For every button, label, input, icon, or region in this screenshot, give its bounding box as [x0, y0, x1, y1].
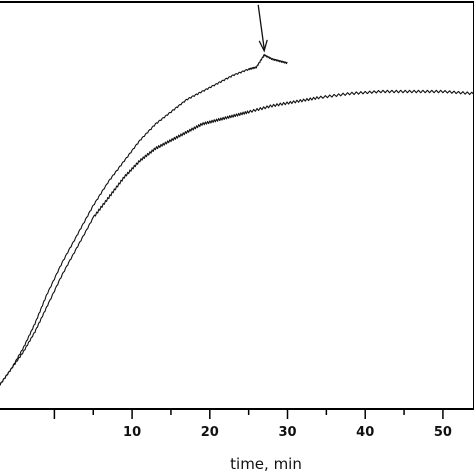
annotations: [257, 4, 268, 53]
series-line: [0, 89, 474, 386]
x-tick-label: 10: [123, 425, 141, 440]
x-tick-label: 20: [201, 425, 219, 440]
x-axis-title: time, min: [230, 455, 302, 473]
arrow-shaft: [257, 4, 265, 49]
plot-frame: [0, 1, 474, 410]
x-tick-label: 40: [356, 425, 374, 440]
series-line: [0, 53, 288, 386]
x-axis-ticks: [53, 409, 444, 419]
series-group: [0, 53, 474, 386]
arrow-head: [258, 39, 268, 53]
x-axis-tick-labels: 10 20 30 40 50: [123, 425, 452, 440]
x-tick-label: 30: [278, 425, 296, 440]
x-tick-label: 50: [434, 425, 452, 440]
annotation-arrow: [257, 4, 268, 53]
